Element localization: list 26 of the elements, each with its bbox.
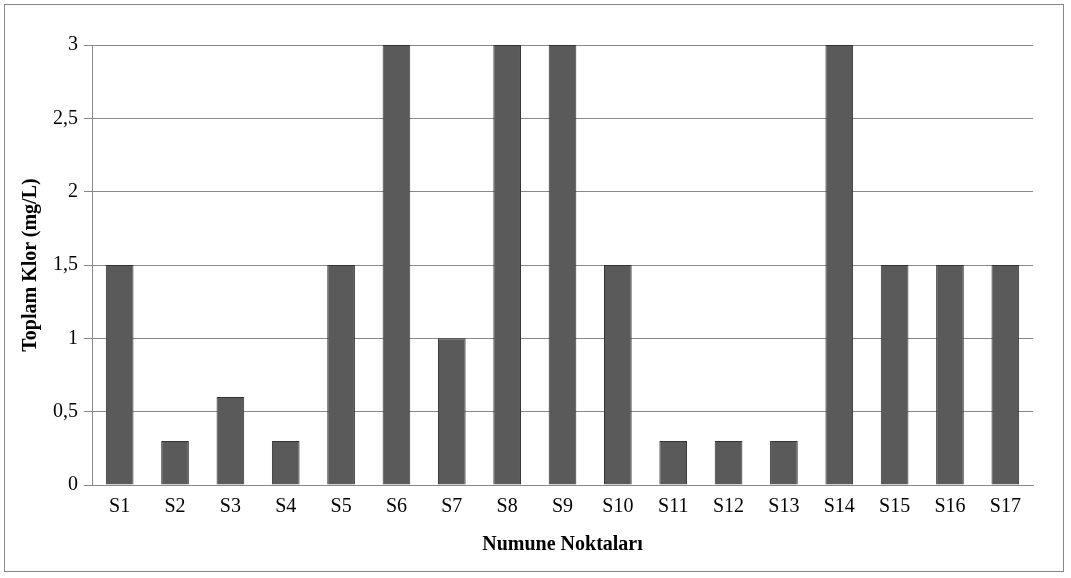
x-tick-label: S3	[219, 494, 241, 517]
x-tick-label: S9	[551, 494, 574, 517]
y-tick-label: 3	[68, 32, 78, 55]
x-tick-label: S4	[275, 494, 297, 517]
x-tick-label: S14	[823, 494, 855, 517]
y-tick-label: 0,5	[53, 398, 78, 421]
x-tick-label: S15	[879, 494, 911, 517]
y-tick-label: 2,5	[53, 105, 78, 128]
y-tick-label: 1	[68, 325, 78, 348]
x-axis-title: Numune Noktaları	[482, 532, 644, 555]
x-tick-label: S1	[109, 494, 131, 517]
y-axis-title: Toplam Klor (mg/L)	[18, 178, 42, 352]
x-tick-label: S5	[330, 494, 352, 517]
x-tick-label: S17	[989, 494, 1021, 517]
x-tick-label: S13	[768, 494, 800, 517]
x-tick-label: S12	[713, 494, 745, 517]
y-tick-label: 0	[68, 472, 78, 495]
x-tick-label: S16	[934, 494, 966, 517]
x-tick-label: S7	[441, 494, 463, 517]
x-tick-label: S8	[496, 494, 518, 517]
x-tick-label: S6	[385, 494, 407, 517]
y-tick-label: 2	[68, 178, 78, 201]
x-tick-label: S2	[164, 494, 186, 517]
x-tick-label: S11	[658, 494, 689, 517]
x-tick-label: S10	[602, 494, 634, 517]
y-tick-label: 1,5	[53, 252, 78, 275]
